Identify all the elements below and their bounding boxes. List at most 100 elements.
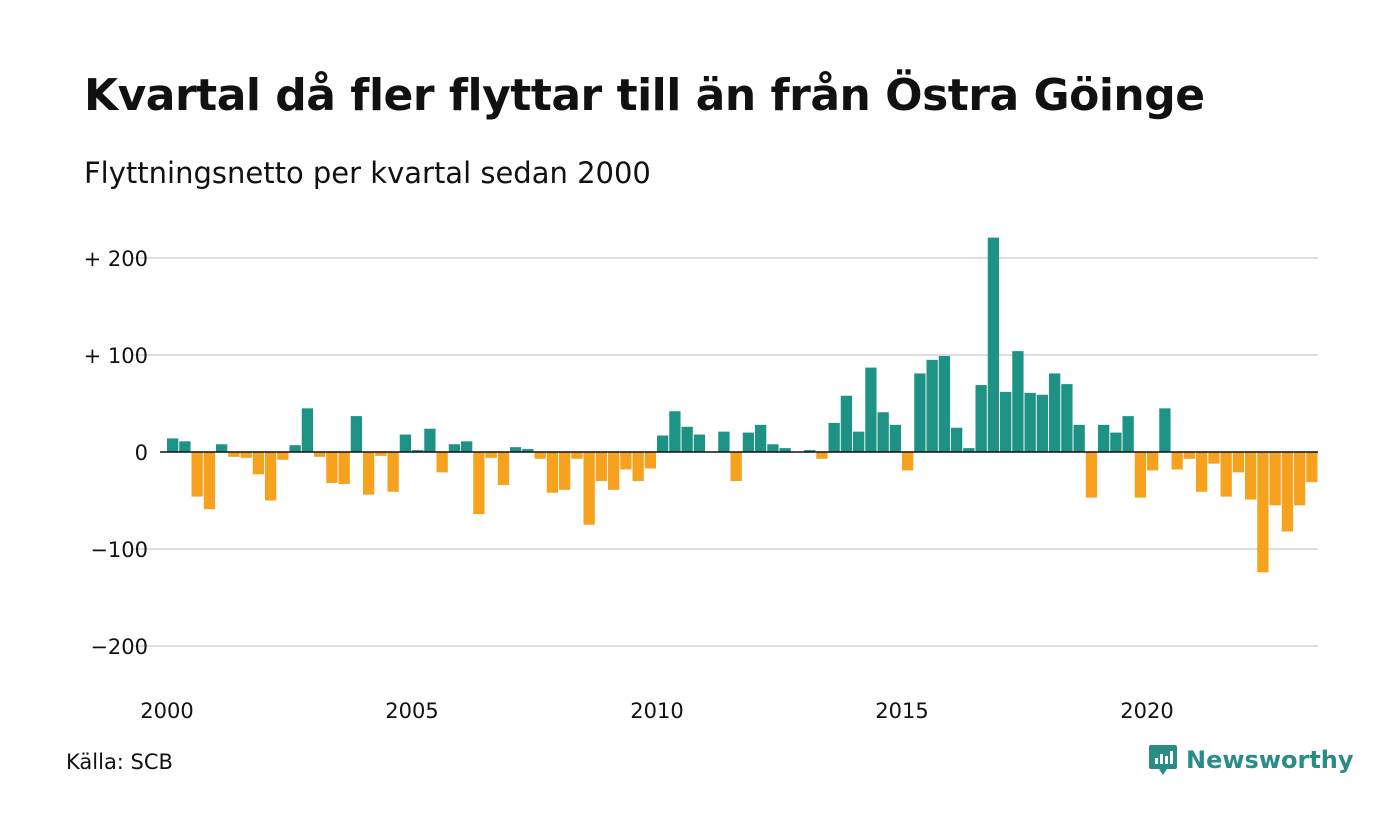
bar xyxy=(265,452,277,501)
bars xyxy=(167,237,1318,573)
bar xyxy=(1159,408,1171,452)
bar xyxy=(828,422,840,452)
bar xyxy=(804,450,816,452)
bar xyxy=(167,438,179,452)
bar xyxy=(497,452,510,485)
y-tick-label: + 200 xyxy=(84,247,148,271)
bar xyxy=(1122,416,1134,452)
bar xyxy=(669,411,681,452)
bar xyxy=(424,428,436,452)
brand-logo: Newsworthy xyxy=(1148,743,1354,777)
bar xyxy=(289,445,301,452)
bar xyxy=(1196,452,1208,492)
y-tick-label: −200 xyxy=(90,635,148,659)
bar xyxy=(914,373,926,452)
bar xyxy=(216,444,228,452)
bar xyxy=(1208,452,1220,464)
bar xyxy=(902,452,914,471)
bar xyxy=(338,452,350,485)
bar xyxy=(583,452,595,525)
bar xyxy=(301,408,314,452)
bar xyxy=(1183,452,1196,459)
chart-subtitle: Flyttningsnetto per kvartal sedan 2000 xyxy=(84,156,651,190)
bar xyxy=(314,452,326,457)
bar xyxy=(657,435,669,452)
newsworthy-logo-icon xyxy=(1149,745,1177,775)
bar xyxy=(1147,452,1159,471)
bar xyxy=(534,452,546,459)
bar xyxy=(620,452,632,470)
bar xyxy=(742,432,755,452)
bar xyxy=(350,416,363,452)
bar xyxy=(865,367,877,452)
bar xyxy=(1134,452,1147,498)
bar xyxy=(816,452,828,459)
bar xyxy=(375,452,387,456)
x-tick-label: 2005 xyxy=(385,699,438,723)
bar xyxy=(1061,384,1073,452)
bar xyxy=(1281,452,1294,532)
chart-title: Kvartal då fler flyttar till än från Öst… xyxy=(84,70,1205,121)
bar xyxy=(718,431,730,452)
y-tick-label: + 100 xyxy=(84,344,148,368)
bar xyxy=(510,447,522,452)
bar xyxy=(938,355,951,452)
bar xyxy=(595,452,608,482)
bar xyxy=(987,237,1000,452)
bar xyxy=(608,452,620,490)
bar xyxy=(877,412,889,452)
bar xyxy=(963,448,975,452)
bar xyxy=(644,452,657,469)
bar xyxy=(448,444,461,452)
bar xyxy=(203,452,216,510)
bar xyxy=(1036,394,1049,452)
bar xyxy=(1024,392,1036,452)
bar xyxy=(1000,391,1012,452)
bar xyxy=(485,452,497,458)
bar xyxy=(1012,351,1024,452)
bar xyxy=(522,449,534,452)
bar xyxy=(252,452,265,475)
bar xyxy=(632,452,644,482)
x-tick-label: 2020 xyxy=(1120,699,1173,723)
bar xyxy=(889,424,902,452)
bar xyxy=(326,452,338,484)
bar xyxy=(926,359,938,452)
bar xyxy=(693,434,706,452)
bar xyxy=(399,434,412,452)
bar xyxy=(681,426,693,452)
bar xyxy=(546,452,559,493)
bar xyxy=(387,452,399,492)
x-tick-label: 2015 xyxy=(875,699,928,723)
bar xyxy=(1294,452,1306,506)
bar xyxy=(436,452,448,473)
axes: + 200 + 100 0 −100 −200 2000 2005 2010 2015 2020 xyxy=(84,247,1318,723)
bar xyxy=(1245,452,1257,500)
x-tick-label: 2010 xyxy=(630,699,683,723)
gridlines xyxy=(132,257,1318,647)
bar xyxy=(571,452,583,459)
bar xyxy=(461,441,473,452)
bar xyxy=(1257,452,1269,573)
y-tick-label: 0 xyxy=(135,441,148,465)
bar xyxy=(1110,432,1122,452)
bar xyxy=(1085,452,1098,498)
brand-name: Newsworthy xyxy=(1186,746,1354,774)
bar xyxy=(179,441,191,452)
bar xyxy=(767,444,779,452)
source-label: Källa: SCB xyxy=(66,750,173,774)
bar xyxy=(730,452,742,482)
bar xyxy=(1232,452,1245,473)
bar xyxy=(1306,452,1318,483)
bar xyxy=(1049,373,1061,452)
bar xyxy=(840,395,853,452)
bar xyxy=(240,452,252,458)
bar xyxy=(1098,424,1110,452)
bar xyxy=(559,452,571,490)
bar xyxy=(228,452,240,457)
bar xyxy=(951,427,963,452)
bar xyxy=(755,424,767,452)
bar xyxy=(191,452,203,497)
bar xyxy=(473,452,485,515)
y-tick-label: −100 xyxy=(90,538,148,562)
